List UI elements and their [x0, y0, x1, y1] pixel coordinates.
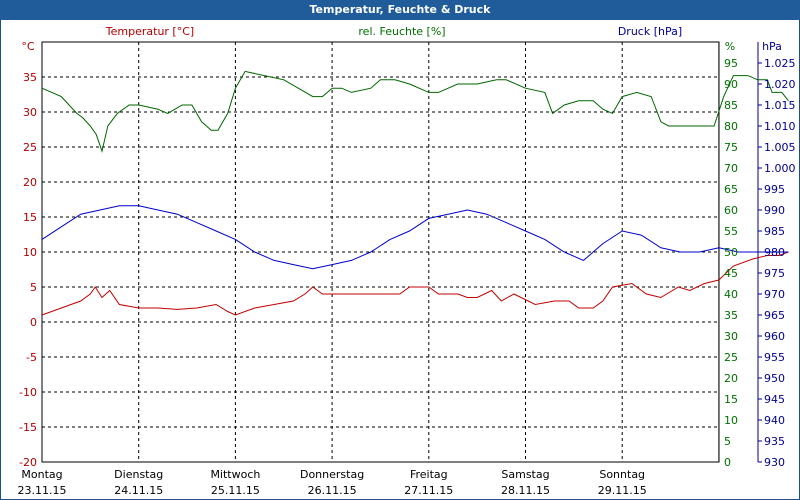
x-tick-day: Samstag — [501, 468, 549, 481]
temperature-tick-label: -10 — [19, 386, 37, 399]
series-line-humidity — [41, 70, 789, 154]
temperature-tick-label: 15 — [23, 211, 37, 224]
pressure-tick-label: 975 — [764, 267, 785, 280]
temperature-tick-label: 5 — [30, 281, 37, 294]
x-tick-date: 23.11.15 — [18, 484, 67, 497]
humidity-tick-label: 85 — [724, 99, 738, 112]
unit-humidity: % — [725, 40, 735, 53]
pressure-tick-label: 1.005 — [764, 141, 796, 154]
temperature-tick-label: 20 — [23, 176, 37, 189]
pressure-tick-label: 985 — [764, 225, 785, 238]
pressure-tick-label: 940 — [764, 414, 785, 427]
humidity-tick-label: 55 — [724, 225, 738, 238]
pressure-tick-label: 945 — [764, 393, 785, 406]
pressure-tick-label: 960 — [764, 330, 785, 343]
humidity-tick-label: 30 — [724, 330, 738, 343]
humidity-tick-label: 95 — [724, 57, 738, 70]
x-tick-day: Freitag — [410, 468, 448, 481]
x-tick-date: 28.11.15 — [501, 484, 550, 497]
humidity-tick-label: 90 — [724, 78, 738, 91]
unit-pressure: hPa — [762, 40, 782, 53]
pressure-axis: 930 935 940 945 950 955 960 965 970 975 980 985 990 9… — [758, 57, 796, 469]
pressure-tick-label: 930 — [764, 456, 785, 469]
humidity-tick-label: 0 — [724, 456, 731, 469]
pressure-tick-label: 980 — [764, 246, 785, 259]
humidity-tick-label: 20 — [724, 372, 738, 385]
temperature-tick-label: 10 — [23, 246, 37, 259]
pressure-tick-label: 1.000 — [764, 162, 796, 175]
legend-temperature: Temperatur [°C] — [105, 25, 194, 38]
temperature-tick-label: -20 — [19, 456, 37, 469]
grid — [41, 41, 759, 463]
pressure-tick-label: 1.025 — [764, 57, 796, 70]
series-line-pressure — [41, 205, 789, 270]
temperature-tick-label: 0 — [30, 316, 37, 329]
pressure-tick-label: 1.015 — [764, 99, 796, 112]
x-tick-date: 29.11.15 — [598, 484, 647, 497]
legend-pressure: Druck [hPa] — [618, 25, 682, 38]
temperature-tick-label: 35 — [23, 71, 37, 84]
plot-frame — [41, 41, 720, 463]
humidity-tick-label: 40 — [724, 288, 738, 301]
humidity-tick-label: 65 — [724, 183, 738, 196]
pressure-tick-label: 950 — [764, 372, 785, 385]
legend-humidity: rel. Feuchte [%] — [358, 25, 445, 38]
humidity-tick-label: 75 — [724, 141, 738, 154]
temperature-tick-label: 30 — [23, 106, 37, 119]
pressure-tick-label: 1.020 — [764, 78, 796, 91]
x-tick-day: Dienstag — [114, 468, 163, 481]
pressure-tick-label: 970 — [764, 288, 785, 301]
pressure-tick-label: 965 — [764, 309, 785, 322]
temperature-tick-label: -5 — [26, 351, 37, 364]
humidity-tick-label: 10 — [724, 414, 738, 427]
humidity-tick-label: 45 — [724, 267, 738, 280]
pressure-tick-label: 935 — [764, 435, 785, 448]
pressure-tick-label: 1.010 — [764, 120, 796, 133]
humidity-axis: 0 5 10 15 20 25 30 35 40 45 50 55 60 65 70 75 80 85 90 95 — [724, 57, 738, 469]
x-tick-day: Donnerstag — [300, 468, 364, 481]
humidity-tick-label: 5 — [724, 435, 731, 448]
x-tick-date: 24.11.15 — [114, 484, 163, 497]
temperature-axis: -20 -15 -10 -5 0 5 10 15 20 25 30 35 — [19, 71, 37, 469]
humidity-tick-label: 15 — [724, 393, 738, 406]
humidity-tick-label: 60 — [724, 204, 738, 217]
x-tick-day: Montag — [21, 468, 62, 481]
x-tick-date: 27.11.15 — [404, 484, 453, 497]
humidity-tick-label: 35 — [724, 309, 738, 322]
humidity-tick-label: 70 — [724, 162, 738, 175]
series-group — [41, 70, 789, 316]
unit-temperature: °C — [21, 40, 35, 53]
x-tick-day: Sonntag — [599, 468, 645, 481]
series-line-temperature — [41, 251, 789, 316]
pressure-tick-label: 995 — [764, 183, 785, 196]
x-tick-date: 25.11.15 — [211, 484, 260, 497]
humidity-tick-label: 50 — [724, 246, 738, 259]
x-tick-date: 26.11.15 — [308, 484, 357, 497]
humidity-tick-label: 25 — [724, 351, 738, 364]
pressure-tick-label: 990 — [764, 204, 785, 217]
humidity-tick-label: 80 — [724, 120, 738, 133]
x-tick-day: Mittwoch — [210, 468, 260, 481]
temperature-tick-label: 25 — [23, 141, 37, 154]
pressure-tick-label: 955 — [764, 351, 785, 364]
temperature-tick-label: -15 — [19, 421, 37, 434]
x-axis: Montag 23.11.15 Dienstag 24.11.15 Mittwoch 25… — [18, 468, 647, 497]
window-title: Temperatur, Feuchte & Druck — [0, 0, 800, 20]
